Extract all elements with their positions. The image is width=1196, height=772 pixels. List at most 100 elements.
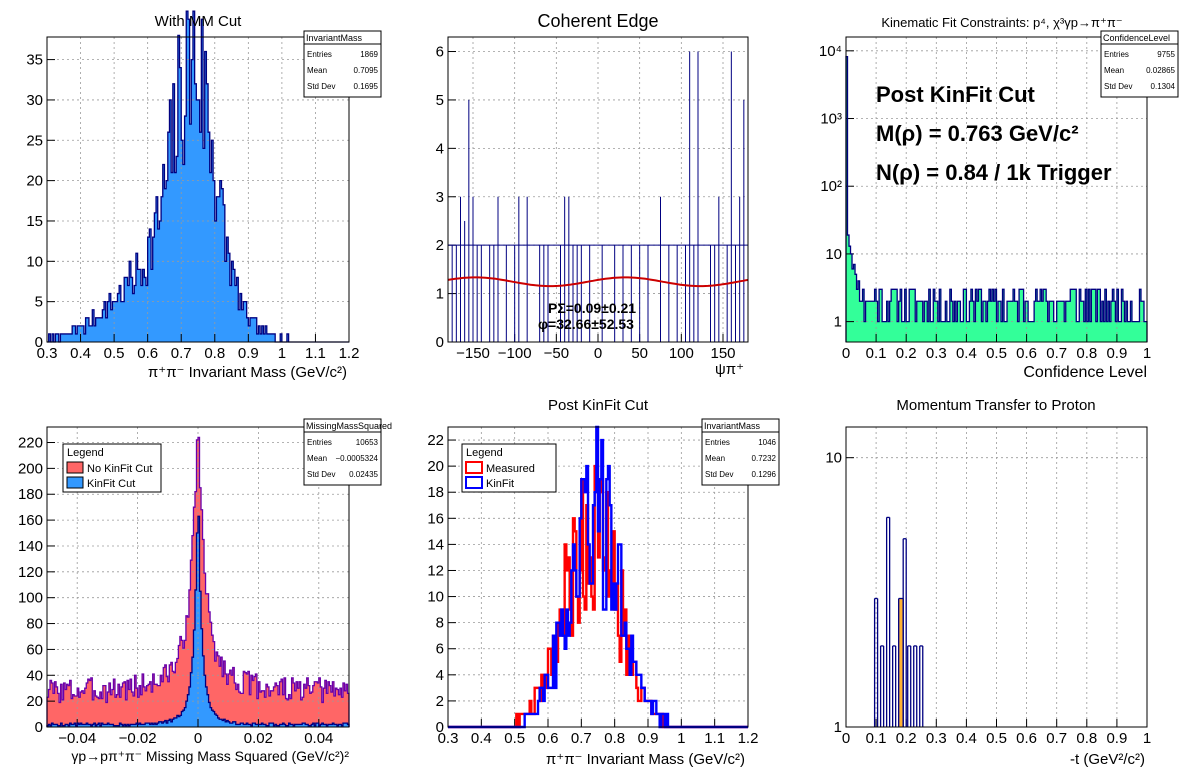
histogram-line [46, 436, 350, 727]
x-tick-label: 0.4 [956, 730, 977, 747]
y-tick-label: 20 [427, 458, 444, 475]
y-tick-label: 10 [825, 246, 842, 263]
x-tick-label: 0.9 [1106, 345, 1127, 362]
x-tick-label: 1 [1143, 345, 1151, 362]
x-tick-label: 0.3 [438, 730, 459, 747]
stats-row-value: 0.7232 [752, 454, 777, 463]
y-tick-label: 60 [26, 641, 43, 658]
y-tick-label: 180 [18, 486, 43, 503]
x-tick-label: 0.5 [986, 345, 1007, 362]
plot-frame [46, 36, 350, 343]
histogram-line [46, 515, 350, 727]
y-tick-label: 4 [436, 140, 444, 157]
stats-row-label: Entries [1104, 50, 1129, 59]
x-tick-label: 1.2 [738, 730, 759, 747]
y-tick-label: 5 [436, 92, 444, 109]
y-tick-label: 10 [825, 450, 842, 467]
panel-title: Coherent Edge [537, 11, 658, 31]
x-axis-label: π⁺π⁻ Invariant Mass (GeV/c²) [546, 751, 745, 768]
panel-confidence-level: 0 0.1 0.2 0.3 0.4 0.5 0.6 0.7 0.8 0.9 1 1 10 10² 10³ 10… [819, 15, 1179, 381]
x-tick-label: 0.6 [1016, 730, 1037, 747]
x-axis-label: Confidence Level [1023, 364, 1147, 381]
y-tick-label: 0 [35, 334, 43, 351]
y-tick-label: 12 [427, 562, 444, 579]
stats-box-frame [1100, 30, 1179, 98]
stats-row-label: Std Dev [307, 82, 335, 91]
stats-row-label: Std Dev [307, 470, 335, 479]
x-tick-label: 0.6 [137, 345, 158, 362]
x-tick-label: 0.4 [956, 345, 977, 362]
x-tick-label: 1 [1143, 730, 1151, 747]
stats-box-frame [303, 30, 382, 98]
panel-post-kinfit-cut: 0.3 0.4 0.5 0.6 0.7 0.8 0.9 1 1.1 1.2 0 2 4 6 8 10 12 14 1… [427, 397, 780, 768]
stats-row-value: 0.1296 [752, 470, 777, 479]
legend-label: KinFit [486, 478, 514, 490]
y-tick-label: 3 [436, 189, 444, 206]
stats-row-value: 0.1304 [1151, 82, 1176, 91]
stats-row-label: Mean [307, 454, 327, 463]
x-tick-label: −150 [456, 345, 490, 362]
x-tick-label: 0.5 [986, 730, 1007, 747]
y-tick-label: 1 [834, 719, 842, 736]
x-tick-label: 0.1 [866, 730, 887, 747]
x-tick-label: 0.9 [638, 730, 659, 747]
plot-area: 0 0.1 0.2 0.3 0.4 0.5 0.6 0.7 0.8 0.9 1 1 10 [825, 426, 1151, 747]
x-tick-label: 1 [677, 730, 685, 747]
y-tick-label: 2 [436, 237, 444, 254]
x-tick-label: 150 [710, 345, 735, 362]
stats-row-label: Entries [705, 438, 730, 447]
y-tick-label: 10² [820, 178, 842, 195]
legend: Legend No KinFit Cut KinFit Cut [62, 443, 162, 493]
stats-row-value: 0.1695 [354, 82, 379, 91]
panel-invariant-mass-mm-cut: 0.3 0.4 0.5 0.6 0.7 0.8 0.9 1 1.1 1.2 0 5 10 15 20 25 30… [26, 10, 382, 381]
panel-coherent-edge: −150 −100 −50 0 50 100 150 0 1 2 3 4 5 6 Coherent Edg… [436, 11, 749, 378]
y-tick-label: 220 [18, 435, 43, 452]
annotation-rho-yield: N(ρ) = 0.84 / 1k Trigger [876, 160, 1112, 185]
stats-row-value: 0.02865 [1146, 66, 1175, 75]
x-tick-label: 0 [194, 730, 202, 747]
y-tick-label: 6 [436, 44, 444, 61]
x-tick-label: 1.1 [305, 345, 326, 362]
x-tick-label: −50 [544, 345, 569, 362]
x-axis-label: -t (GeV²/c²) [1070, 751, 1145, 768]
x-tick-label: 0.2 [896, 345, 917, 362]
y-tick-label: 1 [834, 314, 842, 331]
legend-label: KinFit Cut [87, 478, 135, 490]
x-tick-label: 0.1 [866, 345, 887, 362]
y-tick-label: 4 [436, 667, 444, 684]
x-tick-label: 0.7 [571, 730, 592, 747]
annotation-rho-mass: M(ρ) = 0.763 GeV/c² [876, 121, 1079, 146]
x-tick-label: 0.4 [70, 345, 91, 362]
x-axis-label: ψπ⁺ [715, 361, 744, 378]
legend-swatch [66, 461, 84, 474]
stats-box-title: MissingMassSquared [306, 421, 392, 431]
x-tick-label: 0.7 [171, 345, 192, 362]
y-tick-label: 35 [26, 52, 43, 69]
x-tick-label: 0.3 [37, 345, 58, 362]
legend-title: Legend [466, 447, 503, 459]
stats-row-value: 0.02435 [349, 470, 378, 479]
y-tick-label: 10 [26, 253, 43, 270]
histogram-fill [47, 516, 349, 727]
y-tick-label: 25 [26, 132, 43, 149]
x-tick-label: 0.5 [504, 730, 525, 747]
legend-frame [461, 443, 557, 493]
histogram-line [845, 56, 1148, 342]
panel-title: Momentum Transfer to Proton [896, 397, 1095, 414]
legend-label: No KinFit Cut [87, 463, 152, 475]
fit-parameter-phi: φ=32.66±52.53 [538, 316, 634, 332]
panel-title: Post KinFit Cut [548, 397, 649, 414]
plot-frame [46, 426, 350, 728]
plot-frame [845, 36, 1148, 343]
x-tick-label: 0.4 [471, 730, 492, 747]
plot-area: 0.3 0.4 0.5 0.6 0.7 0.8 0.9 1 1.1 1.2 0 5 10 15 20 25 30… [26, 10, 359, 362]
histogram-line [47, 10, 349, 343]
x-tick-label: 0.04 [304, 730, 333, 747]
x-tick-label: 0 [594, 345, 602, 362]
legend-swatch [465, 461, 483, 474]
y-tick-label: 80 [26, 616, 43, 633]
panel-missing-mass-squared: −0.04 −0.02 0 0.02 0.04 0 20 40 60 80 100 120 140 160… [18, 418, 392, 764]
stats-row-value: 10653 [356, 438, 379, 447]
x-tick-label: 0 [842, 730, 850, 747]
